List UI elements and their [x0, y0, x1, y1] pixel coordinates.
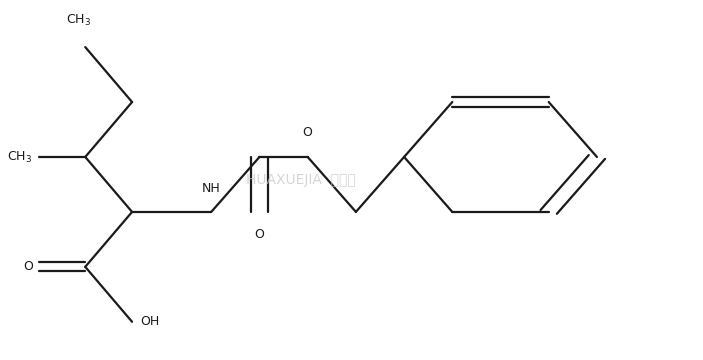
Text: HUAXUEJIA  化学加: HUAXUEJIA 化学加: [246, 173, 356, 187]
Text: O: O: [303, 126, 313, 139]
Text: CH$_3$: CH$_3$: [66, 13, 91, 28]
Text: O: O: [24, 260, 34, 273]
Text: NH: NH: [202, 183, 221, 195]
Text: O: O: [254, 229, 264, 242]
Text: CH$_3$: CH$_3$: [7, 149, 32, 165]
Text: OH: OH: [141, 315, 160, 328]
